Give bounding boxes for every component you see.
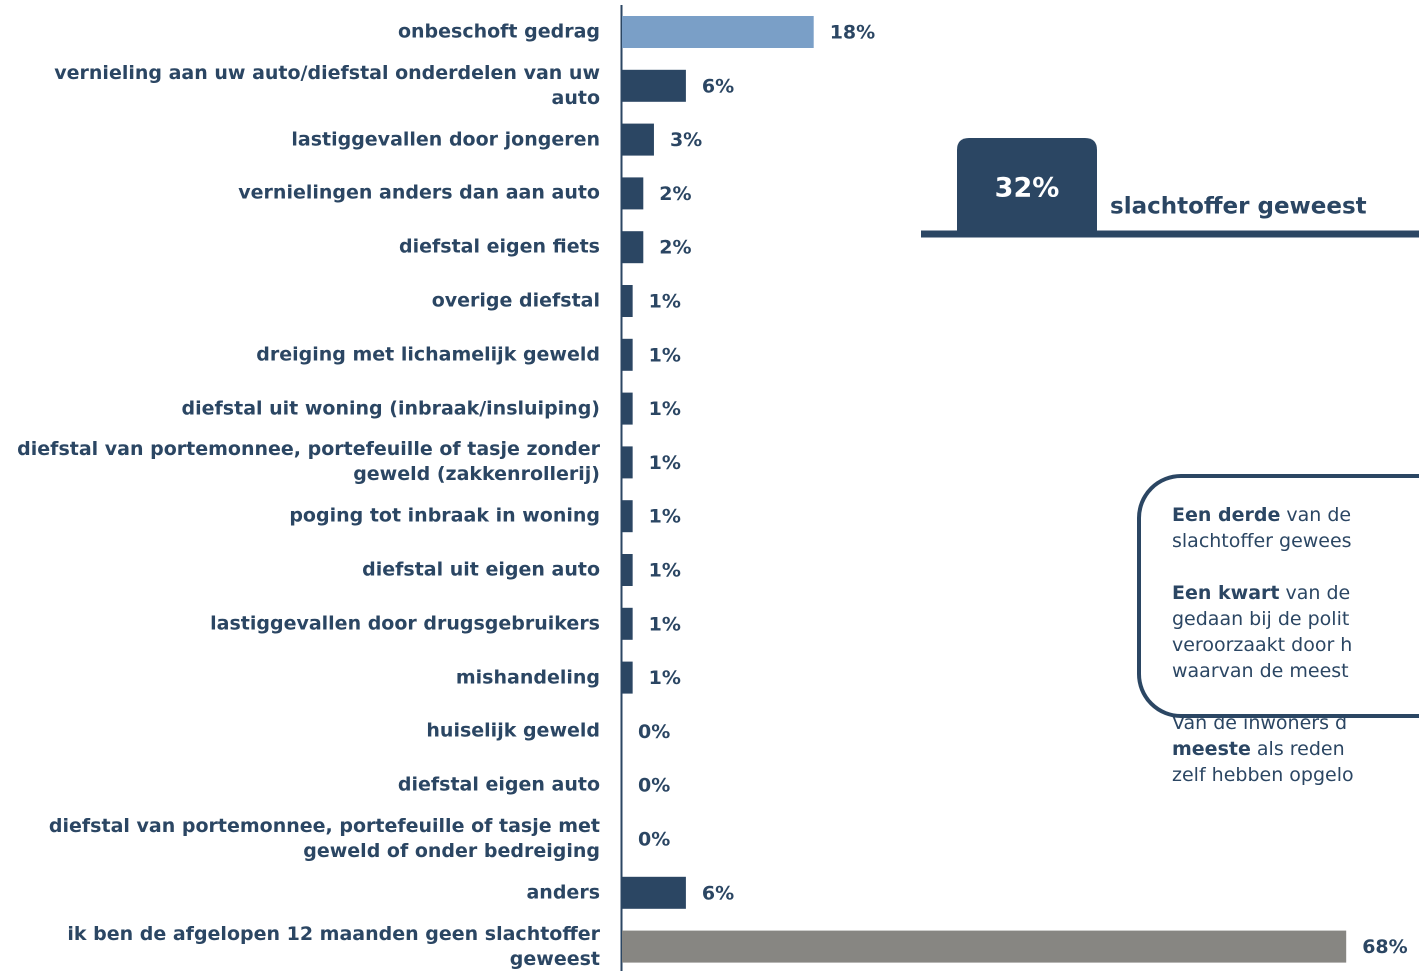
value-label: 2% [659, 237, 691, 259]
value-label: 6% [702, 882, 734, 904]
callout-line: slachtoffer gewees [1172, 530, 1352, 552]
bar [622, 338, 633, 371]
value-label: 1% [649, 452, 681, 474]
bar [622, 554, 633, 586]
value-label: 1% [649, 613, 681, 635]
callout-line: Van de inwoners d [1172, 712, 1347, 734]
bar [622, 930, 1347, 963]
bar [622, 446, 633, 479]
category-label: ik ben de afgelopen 12 maanden geen slac… [67, 922, 600, 970]
bar [622, 876, 686, 909]
callout-line: meeste als reden [1172, 738, 1345, 760]
bar [622, 69, 686, 102]
category-label: diefstal eigen fiets [399, 235, 600, 258]
badge-box [957, 138, 1097, 234]
category-label: diefstal van portemonnee, portefeuille o… [48, 815, 600, 862]
callout-line: gedaan bij de polit [1172, 608, 1349, 630]
value-label: 0% [638, 721, 670, 743]
callout-text: gedaan bij de polit [1172, 608, 1349, 630]
bar [622, 500, 633, 533]
value-label: 1% [649, 344, 681, 366]
value-label: 0% [638, 775, 670, 797]
category-label: onbeschoft gedrag [397, 20, 600, 43]
bar [622, 16, 814, 48]
category-label: vernieling aan uw auto/diefstal onderdel… [54, 61, 600, 109]
callout-text: waarvan de meest [1172, 660, 1349, 682]
value-label: 3% [670, 129, 702, 151]
badge-value: 32% [995, 173, 1060, 204]
bar [622, 392, 633, 425]
bar [622, 607, 633, 640]
callout-text: veroorzaakt door h [1172, 634, 1352, 656]
value-label: 1% [649, 291, 681, 313]
category-label: vernielingen anders dan aan auto [238, 181, 600, 204]
callout-text: van de [1279, 582, 1350, 604]
value-label: 1% [649, 506, 681, 528]
category-label: huiselijk geweld [426, 719, 600, 742]
callout-text: Een derde [1172, 504, 1280, 526]
category-label: diefstal van portemonnee, portefeuille o… [17, 438, 600, 486]
category-label: overige diefstal [431, 289, 600, 312]
callout-text: slachtoffer gewees [1172, 530, 1352, 552]
category-label: lastiggevallen door drugsgebruikers [210, 612, 600, 635]
callout-text: als reden [1251, 738, 1345, 760]
value-label: 0% [638, 829, 670, 851]
callout-text: Een kwart [1172, 582, 1279, 604]
value-label: 1% [649, 667, 681, 689]
callout-line: zelf hebben opgelo [1172, 764, 1354, 786]
bar [622, 285, 633, 317]
callout-line: Een kwart van de [1172, 582, 1350, 604]
callout-text: zelf hebben opgelo [1172, 764, 1354, 786]
value-label: 68% [1362, 936, 1407, 958]
bar [622, 123, 654, 156]
value-label: 2% [659, 183, 691, 205]
bar [622, 231, 644, 264]
category-label: lastiggevallen door jongeren [291, 128, 600, 151]
callout-line: Een derde van de [1172, 504, 1351, 526]
bar [622, 661, 633, 694]
badge-text: slachtoffer geweest [1110, 194, 1367, 220]
category-label: anders [526, 881, 600, 904]
value-label: 18% [830, 22, 875, 44]
callout-line: veroorzaakt door h [1172, 634, 1352, 656]
category-label: diefstal uit eigen auto [362, 558, 600, 581]
bar [622, 177, 644, 210]
callout-text: van de [1280, 504, 1351, 526]
category-label: diefstal uit woning (inbraak/insluiping) [181, 397, 600, 420]
callout-box [1137, 474, 1419, 718]
category-label: poging tot inbraak in woning [289, 504, 600, 527]
category-label: dreiging met lichamelijk geweld [256, 343, 600, 366]
value-label: 1% [649, 560, 681, 582]
callout-text: meeste [1172, 738, 1251, 760]
category-label: diefstal eigen auto [397, 773, 600, 796]
callout-text: Van de inwoners d [1172, 712, 1347, 734]
callout-line: waarvan de meest [1172, 660, 1349, 682]
category-label: mishandeling [455, 666, 600, 689]
value-label: 1% [649, 398, 681, 420]
value-label: 6% [702, 75, 734, 97]
